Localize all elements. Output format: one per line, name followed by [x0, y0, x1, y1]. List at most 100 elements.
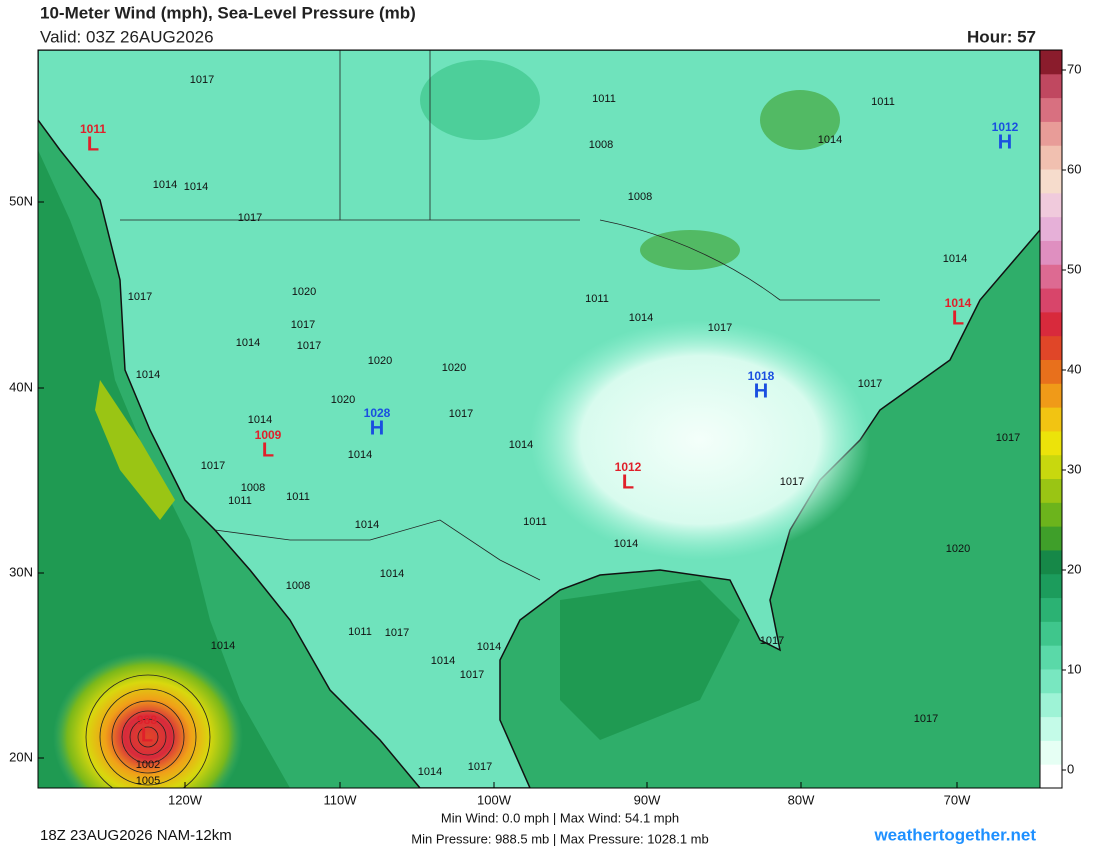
colorbar-tick-label: 60	[1067, 161, 1081, 176]
colorbar-band	[1040, 573, 1062, 599]
isobar-label: 1020	[368, 355, 392, 367]
colorbar-band	[1040, 216, 1062, 241]
lat-label: 40N	[9, 379, 33, 394]
lat-label: 30N	[9, 564, 33, 579]
lon-label: 120W	[168, 792, 203, 807]
colorbar-band	[1040, 454, 1062, 480]
site-link[interactable]: weathertogether.net	[873, 825, 1036, 844]
isobar-label: 1014	[184, 181, 208, 193]
isobar-label: 1017	[449, 408, 473, 420]
isobar-label: 1014	[509, 439, 533, 451]
coastal-jet	[95, 380, 175, 520]
isobar-label: 1014	[614, 538, 638, 550]
colorbar-band	[1040, 264, 1062, 289]
colorbar-band	[1040, 240, 1062, 265]
isobar-label: 1017	[201, 460, 225, 472]
isobar-label: 1017	[297, 340, 321, 352]
colorbar-band	[1040, 359, 1062, 384]
center-value: 1011	[80, 122, 106, 136]
isobar-label: 1020	[442, 362, 466, 374]
isobar-label: 1017	[780, 476, 804, 488]
center-type: L	[87, 133, 99, 155]
isobar-label: 1005	[136, 775, 160, 787]
center-value: 1012	[615, 460, 642, 474]
colorbar-band	[1040, 145, 1062, 170]
isobar-label: 1011	[871, 96, 895, 108]
lat-label: 20N	[9, 749, 33, 764]
lon-label: 80W	[788, 792, 815, 807]
isobar-label: 1014	[355, 519, 379, 531]
colorbar-band	[1040, 169, 1062, 194]
colorbar-band	[1040, 335, 1062, 360]
center-type: L	[141, 724, 153, 746]
isobar-label: 1017	[385, 627, 409, 639]
borders	[120, 50, 880, 581]
isobar-label: 1020	[331, 394, 355, 406]
isobar-label: 1017	[460, 669, 484, 681]
colorbar-band	[1040, 526, 1062, 551]
colorbar-band	[1040, 621, 1062, 646]
isobar-label: 1017	[468, 761, 492, 773]
colorbar-band	[1040, 716, 1062, 741]
colorbar-band	[1040, 764, 1062, 789]
center-value: 1012	[992, 120, 1019, 134]
isobar-label: 1008	[241, 482, 265, 494]
isobar-label: 1014	[431, 655, 455, 667]
isobar-label: 1014	[380, 568, 404, 580]
isobar-label: 1014	[348, 449, 372, 461]
center-value: 1028	[364, 406, 391, 420]
valid-time: Valid: 03Z 26AUG2026	[40, 27, 214, 46]
lat-label: 50N	[9, 193, 33, 208]
hurricane-isobars	[85, 674, 211, 788]
isobar-label: 1011	[523, 516, 547, 528]
isobar-label: 1014	[818, 134, 842, 146]
isobar-label: 1014	[629, 312, 653, 324]
isobar-label: 1020	[946, 543, 970, 555]
wind-area	[760, 90, 840, 150]
isobar-label: 1011	[286, 491, 310, 503]
isobar-label: 1014	[477, 641, 501, 653]
pressure-stats: Min Pressure: 988.5 mb | Max Pressure: 1…	[411, 831, 708, 846]
colorbar-band	[1040, 121, 1062, 146]
isobar-label: 1017	[128, 291, 152, 303]
colorbar-band	[1040, 740, 1062, 765]
lon-label: 90W	[634, 792, 661, 807]
isobar-label: 1017	[760, 635, 784, 647]
isobar-label: 1014	[236, 337, 260, 349]
isobar-label: 1008	[589, 139, 613, 151]
hurricane	[53, 652, 243, 788]
isobar-label: 1020	[292, 286, 316, 298]
model-run: 18Z 23AUG2026 NAM-12km	[40, 827, 232, 844]
colorbar-tick-label: 20	[1067, 561, 1081, 576]
pacific-far	[38, 150, 290, 788]
lon-label: 100W	[477, 792, 512, 807]
colorbar-band	[1040, 549, 1062, 575]
colorbar-band	[1040, 97, 1062, 122]
colorbar-band	[1040, 311, 1062, 337]
isobar-label: 1014	[248, 414, 272, 426]
colorbar-band	[1040, 383, 1062, 408]
center-type: H	[754, 380, 768, 402]
isobar-label: 1011	[228, 495, 252, 507]
colorbar-tick-label: 0	[1067, 761, 1074, 776]
isobar-label: 1017	[708, 322, 732, 334]
colorbar-tick-label: 10	[1067, 661, 1081, 676]
center-type: H	[998, 131, 1012, 153]
isobar-label: 1014	[418, 766, 442, 778]
center-type: H	[370, 417, 384, 439]
isobar-label: 1011	[585, 293, 609, 305]
lon-label: 70W	[944, 792, 971, 807]
colorbar-band	[1040, 502, 1062, 527]
center-value: 1014	[945, 296, 972, 310]
colorbar-band	[1040, 668, 1062, 694]
isobar-label: 1008	[628, 191, 652, 203]
colorbar-band	[1040, 50, 1062, 75]
colorbar-tick-label: 40	[1067, 361, 1081, 376]
wind-area	[640, 230, 740, 270]
colorbar-tick-label: 50	[1067, 261, 1081, 276]
wind-stats: Min Wind: 0.0 mph | Max Wind: 54.1 mph	[441, 810, 679, 825]
colorbar-band	[1040, 478, 1062, 503]
